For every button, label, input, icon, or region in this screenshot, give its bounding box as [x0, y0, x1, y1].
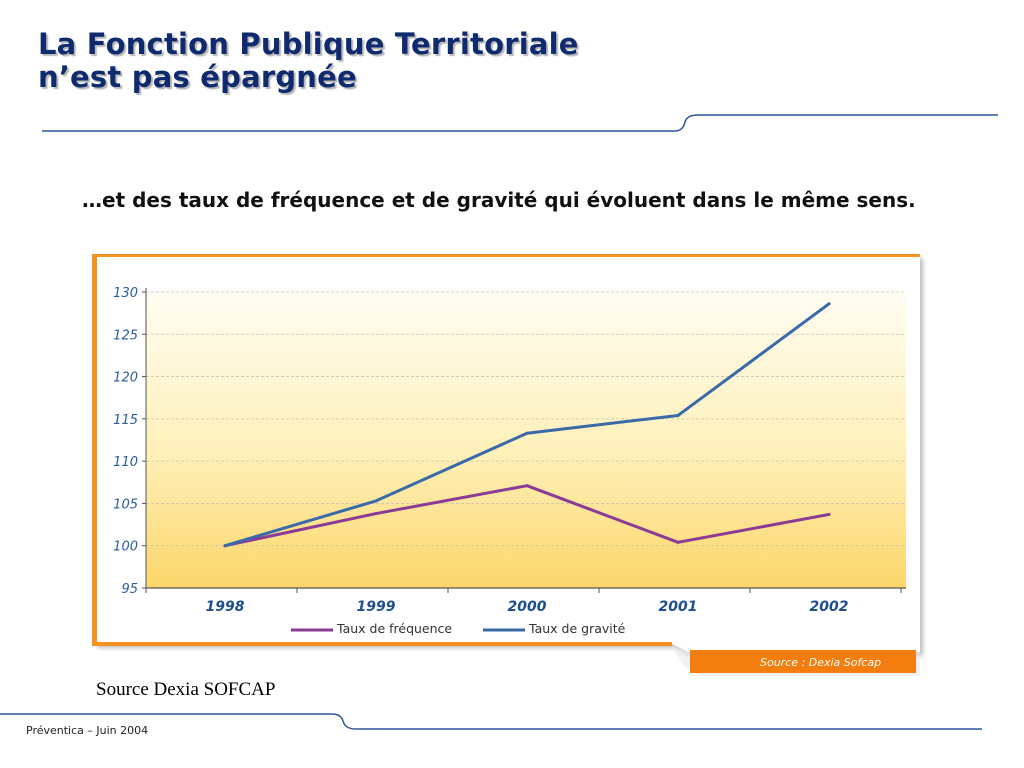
legend: Taux de fréquence Taux de gravité — [291, 621, 626, 636]
line-chart: 95 100 105 110 115 120 125 130 1998 1999 2000 2001… — [92, 254, 920, 676]
slide-title-line-2: n’est pas épargnée — [38, 60, 357, 94]
data-point — [374, 499, 378, 503]
series-lines — [223, 302, 831, 548]
chart-panel: 95 100 105 110 115 120 125 130 1998 1999 2000 2001… — [88, 252, 928, 684]
data-point — [525, 484, 529, 488]
source-tab-text: Source : Dexia Sofcap — [760, 656, 881, 669]
slide-title-line-1: La Fonction Publique Territoriale — [38, 27, 579, 61]
data-point — [374, 512, 378, 516]
legend-label: Taux de fréquence — [336, 621, 452, 636]
y-tick-label: 95 — [121, 582, 138, 597]
y-tick-label: 125 — [113, 328, 138, 343]
x-tick-label: 2000 — [508, 599, 547, 615]
chart-frame — [92, 254, 920, 652]
grid-lines — [146, 291, 906, 547]
x-tick-label: 2002 — [810, 599, 849, 615]
slide-subtitle: …et des taux de fréquence et de gravité … — [82, 188, 916, 212]
data-point — [676, 540, 680, 544]
data-point — [827, 512, 831, 516]
footer-text: Préventica – Juin 2004 — [26, 724, 149, 737]
y-tick-label: 105 — [113, 497, 138, 512]
data-point — [827, 302, 831, 306]
y-tick-label: 130 — [113, 286, 138, 301]
x-tick-label: 1998 — [206, 599, 245, 615]
y-tick-label: 110 — [113, 455, 138, 470]
legend-label: Taux de gravité — [528, 621, 626, 636]
plot-area — [146, 292, 906, 588]
source-tab: Source : Dexia Sofcap — [672, 646, 920, 676]
y-tick-label: 120 — [113, 371, 138, 386]
y-tick-label: 115 — [113, 413, 138, 428]
data-point — [223, 544, 227, 548]
slide-title: La Fonction Publique Territoriale n’est … — [38, 28, 579, 94]
x-axis: 1998 1999 2000 2001 2002 — [145, 587, 906, 615]
y-tick-label: 100 — [113, 540, 138, 555]
x-tick-label: 1999 — [357, 599, 396, 615]
data-point — [525, 431, 529, 435]
source-caption: Source Dexia SOFCAP — [96, 679, 276, 700]
data-point — [676, 413, 680, 417]
x-tick-label: 2001 — [659, 599, 698, 615]
header-rule — [42, 114, 998, 132]
y-axis: 95 100 105 110 115 120 125 130 — [113, 286, 147, 597]
